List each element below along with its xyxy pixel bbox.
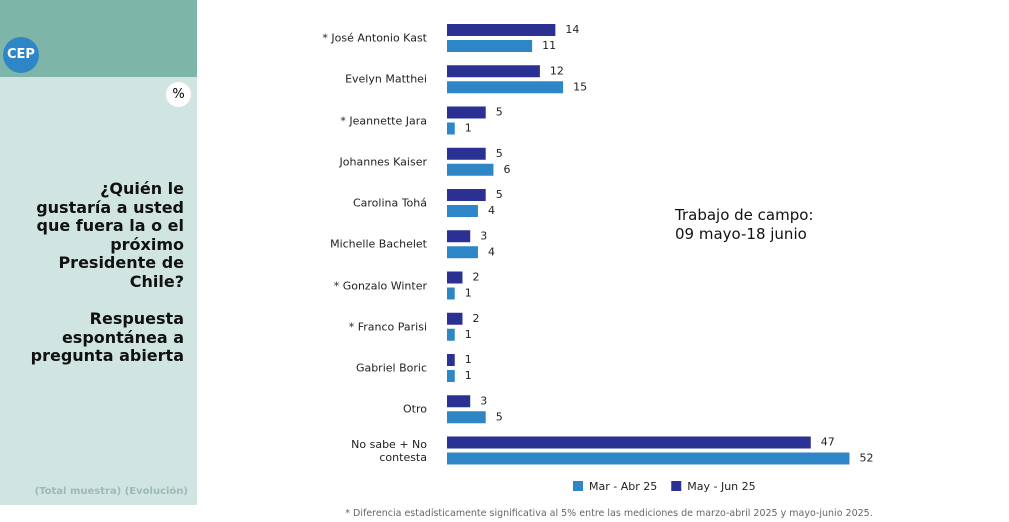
value-label: 5 xyxy=(496,188,503,201)
legend-swatch xyxy=(671,481,682,491)
bar xyxy=(447,271,463,284)
bar xyxy=(447,246,478,259)
value-label: 1 xyxy=(465,353,472,366)
bar xyxy=(447,354,455,366)
sample-note: (Total muestra) (Evolución) xyxy=(34,486,188,497)
unit-badge: % xyxy=(166,82,191,107)
bar xyxy=(447,312,463,325)
bar xyxy=(447,370,455,382)
bar xyxy=(447,328,455,341)
bar xyxy=(447,106,486,119)
value-label: 47 xyxy=(821,436,835,449)
value-label: 1 xyxy=(465,369,472,382)
bar xyxy=(447,287,455,300)
question: ¿Quién le gustaría a usted que fuera la … xyxy=(36,179,184,291)
bar xyxy=(447,189,486,201)
value-label: 4 xyxy=(488,204,495,217)
value-label: 3 xyxy=(480,394,487,407)
bar xyxy=(447,436,811,449)
value-label: 4 xyxy=(488,245,495,258)
legend-swatch xyxy=(573,481,583,491)
category-label: Michelle Bachelet xyxy=(330,237,427,251)
value-label: 5 xyxy=(496,410,503,423)
bar xyxy=(447,122,455,135)
legend-label: Mar - Abr 25 xyxy=(589,480,657,493)
value-label: 5 xyxy=(496,147,503,160)
value-label: 1 xyxy=(465,328,472,341)
bar xyxy=(447,65,540,78)
sidebar xyxy=(0,77,197,505)
category-label: Evelyn Matthei xyxy=(345,72,427,86)
legend-label: May - Jun 25 xyxy=(687,480,755,493)
value-label: 1 xyxy=(465,122,472,135)
bar xyxy=(447,81,564,94)
category-label: * Gonzalo Winter xyxy=(333,279,427,292)
logo: CEP xyxy=(3,37,39,73)
bar xyxy=(447,147,486,160)
bar xyxy=(447,230,471,243)
bar xyxy=(447,205,478,217)
category-label: Johannes Kaiser xyxy=(339,155,427,169)
category-label: Otro xyxy=(403,402,427,416)
value-label: 12 xyxy=(550,64,564,77)
value-label: 5 xyxy=(496,106,503,119)
subquestion: Respuesta espontánea a pregunta abierta xyxy=(30,309,184,365)
bar xyxy=(447,24,556,36)
value-label: 52 xyxy=(859,452,873,465)
bar xyxy=(447,163,494,176)
value-label: 14 xyxy=(565,23,579,36)
bar xyxy=(447,452,850,465)
category-label: * Jeannette Jara xyxy=(340,114,427,127)
value-label: 2 xyxy=(472,312,479,325)
value-label: 3 xyxy=(480,229,487,242)
value-label: 2 xyxy=(472,271,479,284)
category-label: Carolina Tohá xyxy=(352,196,427,210)
category-label: * José Antonio Kast xyxy=(322,31,427,45)
bar xyxy=(447,411,486,424)
value-label: 6 xyxy=(503,163,510,176)
bar xyxy=(447,395,471,408)
annotation: Trabajo de campo: 09 mayo-18 junio xyxy=(675,206,814,243)
category-label: * Franco Parisi xyxy=(348,320,427,334)
footnote: * Diferencia estadísticamente significat… xyxy=(345,508,873,519)
value-label: 15 xyxy=(573,80,587,93)
bar xyxy=(447,40,533,52)
category-label: No sabe + No contesta xyxy=(351,437,427,464)
category-label: Gabriel Boric xyxy=(355,361,427,375)
value-label: 1 xyxy=(465,287,472,300)
value-label: 11 xyxy=(542,39,556,52)
